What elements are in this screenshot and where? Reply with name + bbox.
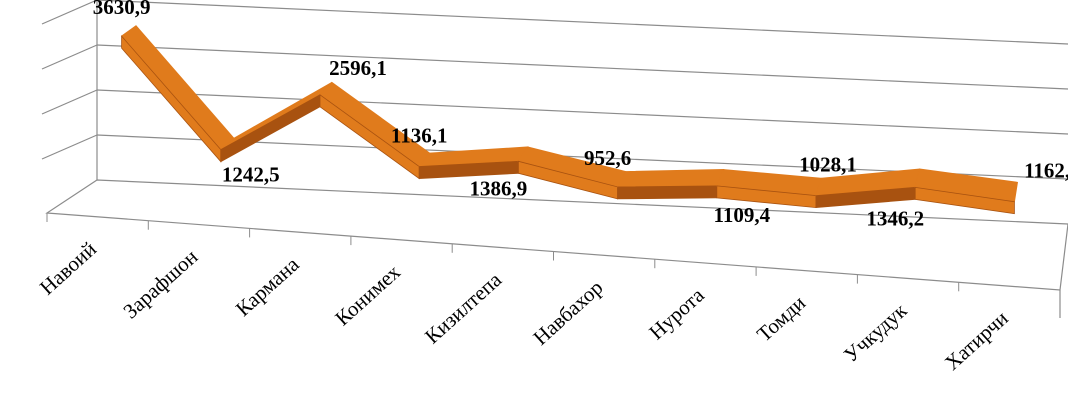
gridline-side <box>41 44 98 70</box>
category-label: Учкудук <box>839 298 912 367</box>
ribbon-side <box>914 186 1015 215</box>
gridline-side <box>41 0 98 25</box>
data-ribbon <box>120 25 1019 215</box>
data-label: 952,6 <box>584 146 631 170</box>
category-label: Конимех <box>330 260 405 331</box>
data-label: 1109,4 <box>714 203 771 227</box>
ribbon-segment <box>220 81 333 151</box>
gridline <box>96 0 1068 45</box>
ribbon-side <box>121 35 222 163</box>
category-label: Навоий <box>35 237 101 300</box>
data-label: 1346,2 <box>866 206 924 230</box>
category-label: Хатирчи <box>940 306 1013 375</box>
chart-grid <box>41 0 1068 318</box>
data-labels: 3630,9 1242,5 2596,1 1136,1 1386,9 952,6 1109,… <box>93 0 1068 230</box>
category-label: Кизилтепа <box>420 267 507 348</box>
ribbon-side <box>220 94 321 163</box>
category-label: Зарафшон <box>118 244 202 323</box>
gridline-side <box>41 89 98 115</box>
gridline <box>96 44 1068 90</box>
ribbon-segment <box>616 169 725 188</box>
data-label: 3630,9 <box>93 0 151 19</box>
data-label: 1162,3 <box>1024 159 1068 183</box>
category-label: Нурота <box>644 282 709 344</box>
data-label: 2596,1 <box>329 56 387 80</box>
ribbon-side <box>617 185 718 200</box>
data-label: 1242,5 <box>222 163 280 187</box>
data-label: 1028,1 <box>799 153 857 177</box>
ribbon-segment <box>120 25 235 151</box>
gridline-side <box>41 134 98 160</box>
data-label: 1386,9 <box>470 176 528 200</box>
category-label: Кармана <box>231 252 304 321</box>
gridline <box>96 89 1068 135</box>
category-label: Навбахор <box>528 275 607 350</box>
data-label: 1136,1 <box>391 124 448 148</box>
category-label: Томди <box>752 291 810 347</box>
